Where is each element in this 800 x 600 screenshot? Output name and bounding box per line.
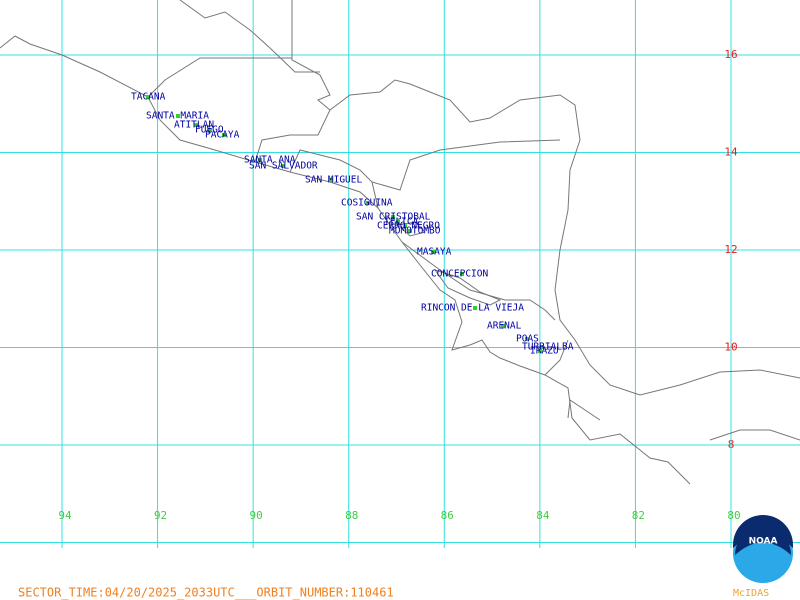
noaa-logo: NOAA [733,515,793,583]
volcano-marker [403,224,407,228]
volcano-label: TELICA [384,217,419,228]
volcano-marker [396,220,400,224]
volcano-marker [258,158,262,162]
lon-label: 94 [58,509,72,522]
volcano-label: ATITLAN [174,120,214,131]
lake-managua [396,221,426,237]
volcano-label: MASAYA [417,247,452,258]
volcano-marker [538,349,542,353]
lon-label: 84 [536,509,550,522]
volcano-marker [146,95,150,99]
volcano-marker [176,114,180,118]
lon-label: 90 [250,509,263,522]
volcano-label: TURRIALBA [522,342,574,353]
volcano-marker [473,306,477,310]
volcano-marker [222,133,226,137]
volcano-label: IRAZU [530,346,559,357]
credit: McIDAS [733,588,769,599]
graticule: 1614121089492908886848280 [0,0,800,548]
volcano-label: POAS [516,334,539,345]
lon-label: 86 [441,509,454,522]
volcano-marker [194,123,198,127]
volcano-label: COSIGUINA [341,198,393,209]
volcano-marker [460,272,464,276]
volcano-label: SANTA ANA [244,155,296,166]
lon-label: 80 [727,509,740,522]
logo-band [733,515,793,548]
volcano-label: SAN CRISTOBAL [356,212,431,223]
volcano-label: TACANA [131,92,166,103]
volcano-marker [540,345,544,349]
lake-nicaragua [433,269,502,306]
volcano-label: ARENAL [487,321,522,332]
volcano-marker [431,250,435,254]
yucatan-coast [179,0,320,73]
volcano-marker [391,215,395,219]
volcano-marker [281,164,285,168]
volcano-marker [408,229,412,233]
volcano-marker [208,128,212,132]
volcano-label: CONCEPCION [431,269,488,280]
volcano-marker [366,201,370,205]
volcano-label: SANTA MARIA [146,111,209,122]
lon-label: 92 [154,509,167,522]
volcano-label: MOMOTOMBO [389,226,441,237]
footer: SECTOR_TIME:04/20/2025_2033UTC___ORBIT_N… [18,586,394,600]
borders [147,57,800,441]
volcano-marker [501,324,505,328]
volcano-label: PACAYA [205,130,240,141]
volcano-label: RINCON DE LA VIEJA [421,303,524,314]
volcano-label: CERRO NEGRO [377,221,440,232]
volcano-marker [329,178,333,182]
logo-text: NOAA [749,537,778,547]
volcano-label: SAN MIGUEL [305,175,362,186]
lon-label: 82 [632,509,645,522]
volcano-label: SAN SALVADOR [249,161,318,172]
volcano-label: FUEGO [195,125,224,136]
lon-label: 88 [345,509,358,522]
volcano-marker [525,337,529,341]
coastlines [0,0,800,485]
